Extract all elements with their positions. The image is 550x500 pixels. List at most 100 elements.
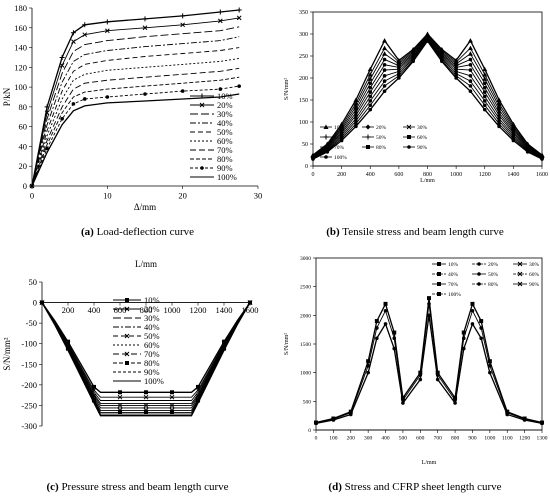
- caption-c: (c) Pressure stress and beam length curv…: [0, 481, 275, 493]
- data-point: [66, 339, 70, 344]
- legend-label: 80%: [217, 154, 233, 164]
- series-90pct: [311, 38, 544, 161]
- x-tick-label: 200: [347, 436, 356, 442]
- legend-item: 10%: [320, 124, 345, 131]
- data-point: [144, 410, 148, 415]
- legend-item: 10%: [190, 91, 233, 101]
- caption-d-label: (d): [328, 481, 342, 493]
- legend-item: 70%: [190, 145, 233, 155]
- data-point: [118, 390, 122, 395]
- legend-marker: [200, 166, 204, 170]
- legend-item: 20%: [190, 100, 233, 110]
- legend-marker: [437, 262, 441, 266]
- chart-title: L/mm: [135, 259, 157, 269]
- data-point: [382, 51, 388, 56]
- x-axis-title: Δ/mm: [134, 202, 156, 212]
- legend-marker: [437, 282, 441, 286]
- data-point: [82, 22, 88, 28]
- series-line: [312, 37, 543, 158]
- data-point: [482, 94, 487, 99]
- legend-item: 80%: [362, 145, 387, 151]
- series-line: [312, 35, 543, 157]
- x-tick-label: 100: [329, 436, 338, 442]
- chart-b-svg: 0 50 100 150 200 250 300 350 0 200 400 600 800 1000 12…: [284, 10, 548, 184]
- legend-marker: [365, 124, 371, 130]
- legend-item: 30%: [190, 109, 233, 119]
- x-tick-label: 1600: [242, 305, 259, 315]
- series-50pct: [314, 302, 544, 425]
- data-point: [467, 38, 473, 43]
- data-point: [461, 330, 466, 335]
- data-point: [354, 124, 358, 129]
- series-line: [315, 315, 543, 425]
- legend-label: 40%: [144, 322, 160, 332]
- series-40pct: [311, 34, 544, 159]
- data-point: [104, 19, 110, 25]
- data-point: [427, 313, 431, 318]
- data-point: [311, 157, 315, 161]
- y-tick-label: 0: [33, 298, 37, 308]
- series-60pct: [41, 302, 251, 409]
- series-line: [312, 39, 543, 159]
- legend-item: 50%: [472, 272, 499, 278]
- data-point: [383, 301, 388, 306]
- data-point: [70, 30, 76, 36]
- data-point: [222, 339, 226, 344]
- y-tick-label: 140: [14, 43, 27, 53]
- x-tick-label: 900: [468, 436, 477, 442]
- x-axis-title: L/mm: [422, 460, 437, 466]
- x-tick-label: 300: [364, 436, 373, 442]
- x-tick-label: 0: [30, 191, 34, 201]
- legend-marker: [407, 145, 411, 149]
- legend-label: 100%: [144, 376, 164, 386]
- legend-label: 60%: [217, 136, 233, 146]
- series-line: [41, 302, 251, 417]
- legend-label: 100%: [217, 172, 237, 182]
- data-point: [440, 59, 444, 64]
- y-tick-label: 100: [14, 82, 27, 92]
- legend-label: 30%: [217, 109, 233, 119]
- data-point: [479, 336, 483, 341]
- x-tick-label: 400: [88, 305, 101, 315]
- data-point: [525, 150, 530, 154]
- x-tick-label: 30: [254, 191, 263, 201]
- y-tick-label: -150: [21, 359, 37, 369]
- series-50pct: [31, 47, 240, 187]
- data-point: [367, 76, 373, 81]
- caption-a-text: Load-deflection curve: [96, 226, 194, 238]
- y-tick-label: 2000: [300, 313, 311, 319]
- legend-item: 10%: [432, 262, 459, 268]
- legend-label: 10%: [448, 262, 459, 268]
- data-point: [374, 319, 379, 324]
- series-line: [31, 57, 240, 187]
- data-point: [170, 410, 174, 415]
- data-point: [375, 326, 379, 330]
- data-point: [427, 302, 431, 306]
- data-point: [71, 102, 76, 106]
- data-point: [348, 412, 353, 417]
- legend-label: 80%: [376, 145, 387, 151]
- data-point: [418, 377, 423, 382]
- data-point: [196, 384, 200, 389]
- x-tick-label: 400: [381, 436, 390, 442]
- legend-label: 100%: [448, 292, 461, 298]
- data-point: [382, 79, 387, 83]
- data-point: [522, 418, 527, 422]
- y-tick-label: 2500: [300, 285, 311, 291]
- series-70pct: [31, 67, 240, 187]
- legend-marker: [323, 124, 329, 129]
- series-line: [31, 76, 240, 187]
- data-point: [482, 81, 487, 86]
- series-line: [31, 17, 240, 187]
- data-point: [382, 68, 387, 72]
- y-tick-label: 60: [19, 122, 28, 132]
- legend-label: 100%: [334, 155, 347, 161]
- data-point: [117, 403, 123, 408]
- data-point: [368, 103, 373, 108]
- x-tick-label: 1100: [502, 436, 513, 442]
- data-point: [314, 421, 318, 426]
- legend-label: 50%: [217, 127, 233, 137]
- series-line: [31, 93, 240, 187]
- legend-marker: [124, 351, 130, 357]
